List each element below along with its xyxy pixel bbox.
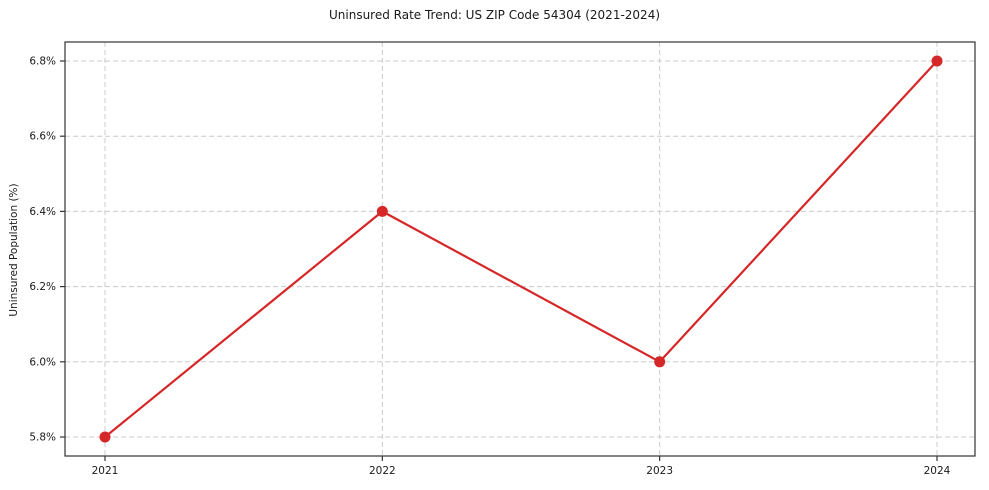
data-point-marker xyxy=(931,55,943,67)
y-tick-label: 6.0% xyxy=(29,356,56,368)
y-tick-label: 6.2% xyxy=(29,281,56,293)
y-tick-label: 6.4% xyxy=(29,206,56,218)
trend-line xyxy=(103,59,939,439)
data-point-marker xyxy=(376,205,388,217)
x-tick-label: 2023 xyxy=(646,465,673,477)
y-tick-label: 6.8% xyxy=(29,55,56,67)
y-tick-label: 6.6% xyxy=(29,131,56,143)
y-tick-label: 5.8% xyxy=(29,432,56,444)
x-tick-label: 2022 xyxy=(369,465,396,477)
plot-border xyxy=(64,41,976,457)
x-tick-label: 2024 xyxy=(924,465,951,477)
data-point-marker xyxy=(99,431,111,443)
x-tick-label: 2021 xyxy=(92,465,119,477)
data-point-marker xyxy=(654,356,666,368)
y-axis-label: Uninsured Population (%) xyxy=(8,183,20,317)
chart-title: Uninsured Rate Trend: US ZIP Code 54304 … xyxy=(328,8,661,22)
